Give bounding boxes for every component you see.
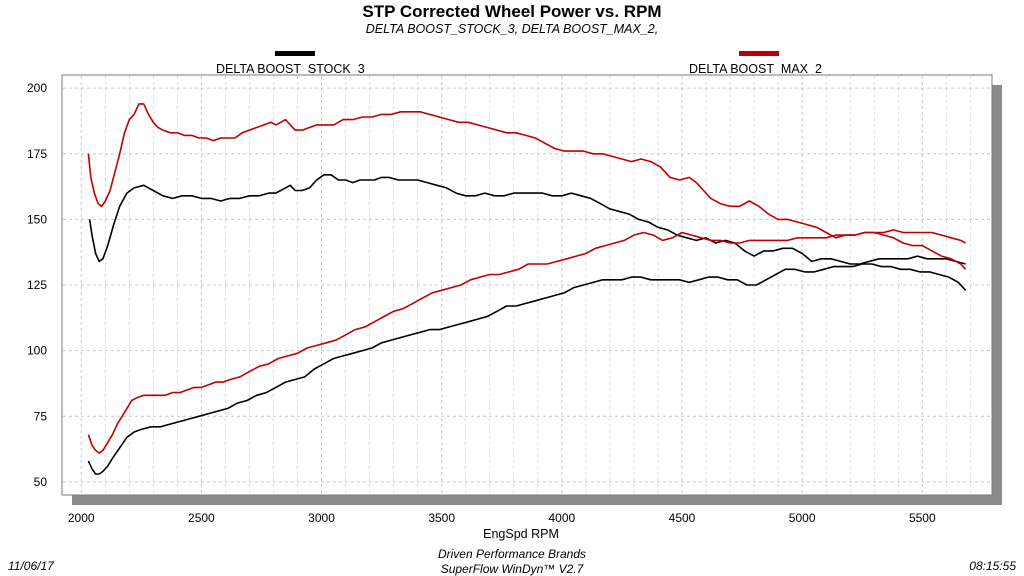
footer-time: 08:15:55 (969, 559, 1016, 573)
legend-label-stock: DELTA BOOST_STOCK_3 (216, 62, 365, 76)
x-tick-label: 3500 (428, 511, 455, 525)
y-tick-label: 200 (27, 81, 47, 95)
x-tick-label: 2500 (188, 511, 215, 525)
chart-title: STP Corrected Wheel Power vs. RPM (362, 2, 662, 21)
legend-swatch-stock (275, 51, 315, 56)
y-tick-label: 50 (34, 475, 48, 489)
legend-label-max: DELTA BOOST_MAX_2 (689, 62, 822, 76)
x-tick-label: 2000 (68, 511, 95, 525)
y-tick-label: 150 (27, 212, 47, 226)
y-tick-label: 175 (27, 147, 47, 161)
x-tick-label: 4000 (548, 511, 575, 525)
y-tick-label: 125 (27, 278, 47, 292)
max-torque-line (87, 231, 967, 454)
y-tick-label: 75 (34, 409, 48, 423)
chart-subtitle: DELTA BOOST_STOCK_3, DELTA BOOST_MAX_2, (365, 22, 659, 36)
legend-swatch-max (739, 51, 779, 56)
frame-shadow-right (992, 85, 1002, 505)
footer-date: 11/06/17 (8, 559, 54, 573)
x-tick-label: 4500 (669, 511, 696, 525)
footer-software: SuperFlow WinDyn™ V2.7 (440, 562, 584, 576)
frame-shadow-bottom (72, 495, 1002, 505)
y-tick-label: 100 (27, 344, 47, 358)
x-axis-label: EngSpd RPM (483, 527, 559, 541)
max-power-line (87, 103, 966, 244)
stock-power-line (88, 174, 966, 265)
x-tick-label: 3000 (308, 511, 335, 525)
x-tick-label: 5000 (789, 511, 816, 525)
footer-company: Driven Performance Brands (437, 547, 587, 561)
stock-torque-line (87, 263, 967, 475)
x-tick-label: 5500 (909, 511, 936, 525)
